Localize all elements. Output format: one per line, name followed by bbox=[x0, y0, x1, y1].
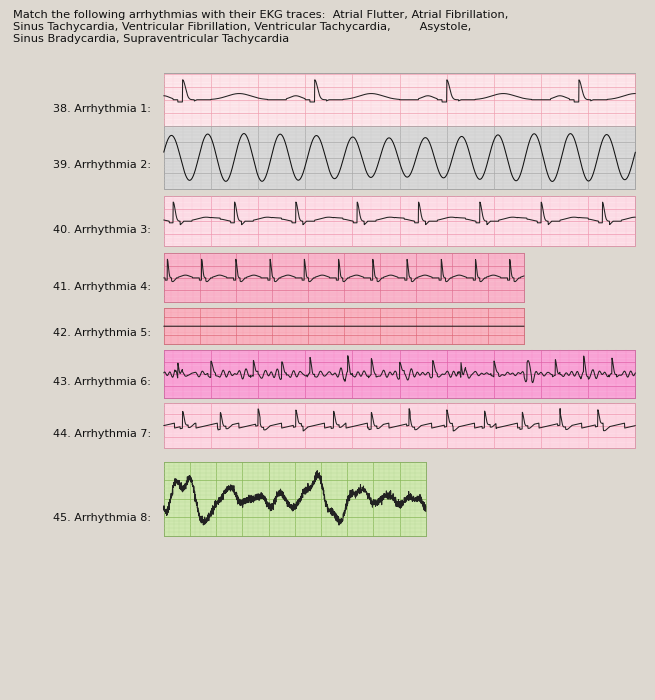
Text: 45. Arrhythmia 8:: 45. Arrhythmia 8: bbox=[52, 513, 151, 523]
Bar bbox=[164, 196, 635, 246]
Bar bbox=[164, 308, 524, 344]
Bar bbox=[164, 350, 635, 398]
Text: 44. Arrhythmia 7:: 44. Arrhythmia 7: bbox=[52, 429, 151, 439]
Text: Match the following arrhythmias with their EKG traces:  Atrial Flutter, Atrial F: Match the following arrhythmias with the… bbox=[13, 10, 508, 43]
Bar bbox=[164, 253, 524, 302]
Text: 42. Arrhythmia 5:: 42. Arrhythmia 5: bbox=[52, 328, 151, 338]
Text: 43. Arrhythmia 6:: 43. Arrhythmia 6: bbox=[53, 377, 151, 387]
Text: 39. Arrhythmia 2:: 39. Arrhythmia 2: bbox=[52, 160, 151, 170]
Bar bbox=[164, 126, 635, 189]
Text: 41. Arrhythmia 4:: 41. Arrhythmia 4: bbox=[52, 282, 151, 292]
Bar bbox=[164, 74, 635, 126]
Bar bbox=[164, 462, 426, 536]
Text: 40. Arrhythmia 3:: 40. Arrhythmia 3: bbox=[53, 225, 151, 235]
Bar bbox=[164, 403, 635, 448]
Text: 38. Arrhythmia 1:: 38. Arrhythmia 1: bbox=[53, 104, 151, 113]
